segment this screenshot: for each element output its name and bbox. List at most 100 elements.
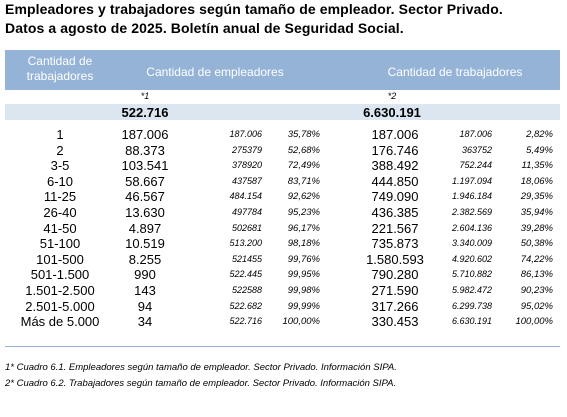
workers-percent: 50,38% xyxy=(520,238,553,250)
workers-count: 330.453 xyxy=(371,314,419,330)
size-label: 26-40 xyxy=(43,205,77,220)
size-label: 6-10 xyxy=(46,173,74,189)
employers-percent: 35,78% xyxy=(287,129,320,140)
employers-cumulative: 522.682 xyxy=(229,300,262,311)
employers-cumulative: 522588 xyxy=(231,285,262,295)
employers-count: 8.255 xyxy=(128,251,162,267)
employers-percent: 92,62% xyxy=(287,191,320,203)
employers-cumulative: 484.154 xyxy=(229,191,262,202)
employers-count: 46.567 xyxy=(125,189,165,205)
workers-percent: 2,82% xyxy=(526,129,553,140)
size-label: 1 xyxy=(56,127,64,142)
workers-count: 187.006 xyxy=(371,127,419,142)
employers-percent: 99,95% xyxy=(287,269,320,281)
employers-count: 143 xyxy=(134,283,156,298)
workers-cumulative: 187.006 xyxy=(459,129,492,139)
workers-count: 271.590 xyxy=(371,283,419,298)
note-marker: *2 xyxy=(387,91,397,101)
employers-percent: 100,00% xyxy=(282,316,320,328)
workers-percent: 90,23% xyxy=(520,285,553,296)
employers-cumulative: 521455 xyxy=(231,253,262,264)
workers-percent: 100,00% xyxy=(515,316,553,328)
employers-percent: 96,17% xyxy=(287,222,320,234)
employers-cumulative: 513.200 xyxy=(229,238,262,249)
employers-percent: 98,18% xyxy=(287,238,320,250)
header-cell: Cantidad de empleadores xyxy=(146,65,284,79)
workers-cumulative: 4.920.602 xyxy=(451,253,492,264)
workers-percent: 5,49% xyxy=(526,144,553,156)
size-label: 2.501-5.000 xyxy=(25,298,95,314)
workers-percent: 74,22% xyxy=(520,253,553,265)
size-label: 41-50 xyxy=(43,220,77,236)
totals-bar xyxy=(5,104,560,120)
workers-count: 176.746 xyxy=(371,142,419,158)
employers-percent: 83,71% xyxy=(287,175,320,187)
employers-count: 94 xyxy=(137,298,153,314)
workers-cumulative: 3.340.009 xyxy=(451,238,492,249)
workers-percent: 86,13% xyxy=(520,269,553,281)
employers-cumulative: 522.445 xyxy=(229,269,262,280)
employers-count: 34 xyxy=(137,314,153,330)
workers-count: 317.266 xyxy=(371,298,419,314)
size-label: 2 xyxy=(56,142,64,158)
workers-percent: 39,28% xyxy=(520,222,553,234)
workers-count: 444.850 xyxy=(371,173,419,189)
size-label: 11-25 xyxy=(43,189,77,205)
title-line: Datos a agosto de 2025. Boletín anual de… xyxy=(5,20,404,36)
footnote: 1* Cuadro 6.1. Empleadores según tamaño … xyxy=(5,362,397,373)
workers-count: 221.567 xyxy=(371,220,419,236)
employers-cumulative: 275379 xyxy=(231,144,262,155)
size-label: 1.501-2.500 xyxy=(25,283,95,298)
workers-count: 1.580.593 xyxy=(366,251,424,267)
total-cell: 522.716 xyxy=(121,105,169,120)
workers-count: 790.280 xyxy=(371,267,419,283)
employers-count: 58.667 xyxy=(125,173,165,189)
workers-cumulative: 1.197.094 xyxy=(451,175,492,186)
workers-count: 735.873 xyxy=(371,236,419,252)
header-bar xyxy=(5,50,560,90)
employers-percent: 52,68% xyxy=(287,144,320,156)
total-cell: 6.630.191 xyxy=(363,105,421,120)
employers-count: 88.373 xyxy=(125,142,165,158)
header-cell: Cantidad de trabajadores xyxy=(387,65,523,79)
employers-percent: 99,98% xyxy=(287,285,320,296)
title-line: Empleadores y trabajadores según tamaño … xyxy=(5,1,503,17)
employers-cumulative: 522.716 xyxy=(229,316,262,327)
workers-cumulative: 752.244 xyxy=(459,160,492,171)
employers-percent: 72,49% xyxy=(287,160,320,172)
employers-count: 103.541 xyxy=(121,158,169,174)
workers-cumulative: 1.946.184 xyxy=(451,191,492,202)
employers-cumulative: 437587 xyxy=(231,175,262,186)
workers-cumulative: 2.382.569 xyxy=(451,207,492,217)
employers-percent: 99,76% xyxy=(287,253,320,265)
header-cell: Cantidad de trabajadores xyxy=(26,54,94,83)
workers-percent: 11,35% xyxy=(521,160,553,172)
employers-count: 990 xyxy=(134,267,156,283)
workers-cumulative: 363752 xyxy=(461,144,492,155)
employers-cumulative: 378920 xyxy=(231,160,262,171)
note-marker: *1 xyxy=(140,91,150,101)
workers-count: 749.090 xyxy=(371,189,419,205)
workers-count: 436.385 xyxy=(371,205,419,220)
size-label: 101-500 xyxy=(36,251,84,267)
employers-cumulative: 502681 xyxy=(231,222,262,233)
workers-cumulative: 6.630.191 xyxy=(451,316,492,327)
workers-cumulative: 2.604.136 xyxy=(451,222,492,233)
employers-count: 13.630 xyxy=(125,205,165,220)
workers-cumulative: 5.982.472 xyxy=(451,285,492,295)
workers-percent: 35,94% xyxy=(520,207,553,218)
workers-percent: 95,02% xyxy=(520,300,553,312)
workers-cumulative: 6.299.738 xyxy=(451,300,492,311)
footnote: 2* Cuadro 6.2. Trabajadores según tamaño… xyxy=(5,378,397,389)
bottom-rule xyxy=(5,346,560,347)
size-label: 3-5 xyxy=(50,158,70,174)
employers-percent: 99,99% xyxy=(287,300,320,312)
workers-percent: 29,35% xyxy=(520,191,553,203)
employers-count: 187.006 xyxy=(121,127,169,142)
employers-count: 10.519 xyxy=(125,236,165,252)
size-label: Más de 5.000 xyxy=(20,314,100,330)
size-label: 51-100 xyxy=(39,236,81,252)
workers-count: 388.492 xyxy=(371,158,419,174)
employers-percent: 95,23% xyxy=(287,207,320,218)
